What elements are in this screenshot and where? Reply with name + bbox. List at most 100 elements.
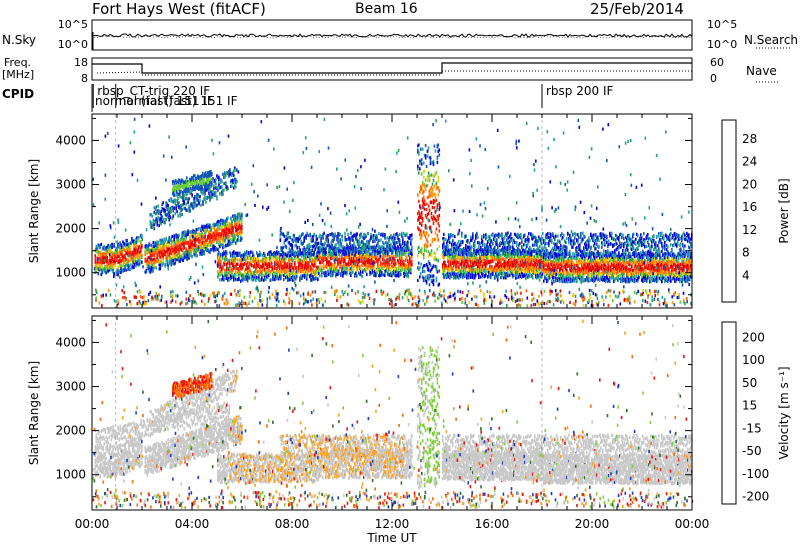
power-cell [199,233,201,236]
power-cell [231,222,233,225]
power-cell [432,238,434,241]
power-cell [321,243,323,246]
nsky-tick-bottom: 10^0 [58,38,88,51]
power-cell [232,229,234,232]
power-cell [165,242,167,245]
power-cell [397,234,399,237]
power-cell [185,238,187,241]
power-cell [431,254,433,257]
power-cell [218,274,220,277]
power-cell [307,234,309,237]
power-cell [460,257,462,260]
power-cell [239,252,241,255]
power-cell [241,231,243,234]
power-cell [299,248,301,251]
power-cell [398,267,400,270]
power-cell [423,253,425,256]
power-cell [388,268,390,271]
power-cell [347,245,349,248]
power-cell [177,197,179,200]
power-cell [227,187,229,190]
power-cell [378,239,380,242]
power-cell [141,234,143,237]
power-cell [425,275,427,278]
power-cell [244,262,246,265]
power-cell [481,268,483,271]
power-cell [327,234,329,237]
power-cell [111,243,113,246]
power-cell [419,213,421,216]
power-cell [238,278,240,281]
power-cell [124,255,126,258]
power-cell [380,262,382,265]
power-cell [120,264,122,267]
power-cell [375,253,377,256]
power-cell [331,245,333,248]
power-cell [111,246,113,249]
power-cell [384,233,386,236]
power-cell [188,197,190,200]
power-cell [181,213,183,216]
power-cell [274,267,276,270]
power-cell [403,247,405,250]
power-cell [390,235,392,238]
power-cell [268,269,270,272]
power-cell [376,234,378,237]
power-cell [433,160,435,163]
power-cell [217,248,219,251]
power-cell [436,171,438,174]
power-cell [182,197,184,200]
power-cell [437,161,439,164]
power-cell [196,204,198,207]
power-cell [223,245,225,248]
power-cell [287,262,289,265]
power-cell [241,222,243,225]
power-cell [307,273,309,276]
power-cell [426,249,428,252]
power-cell [467,259,469,262]
power-cell [108,245,110,248]
power-cell [399,233,401,236]
power-cell [347,233,349,236]
power-cell [280,239,282,242]
power-cell [428,268,430,271]
power-cell [323,232,325,235]
power-cell [341,259,343,262]
power-cell [235,273,237,276]
power-cell [389,263,391,266]
power-cell [362,253,364,256]
power-cell [174,199,176,202]
power-cell [315,276,317,279]
power-cell [225,181,227,184]
power-cell [216,241,218,244]
power-cell [155,221,157,224]
power-cell [139,256,141,259]
power-cell [438,238,440,241]
power-cell [191,193,193,196]
power-cell [328,273,330,276]
power-cell [379,245,381,248]
power-cell [262,268,264,271]
power-cell [434,185,436,188]
power-cell [172,244,174,247]
power-cell [397,245,399,248]
power-cell [264,254,266,257]
power-cell [256,251,258,254]
power-cell [178,201,180,204]
power-cell [267,257,269,260]
power-cell [237,259,239,262]
power-cell [321,249,323,252]
power-cell [185,247,187,250]
power-cell [247,261,249,264]
power-cell [261,272,263,275]
power-cell [234,235,236,238]
power-cell [345,238,347,241]
power-cell [141,245,143,248]
power-cell [331,257,333,260]
power-cell [220,219,222,222]
power-cell [439,224,441,227]
power-cell [418,200,420,203]
power-cell [153,269,155,272]
power-cell [315,235,317,238]
